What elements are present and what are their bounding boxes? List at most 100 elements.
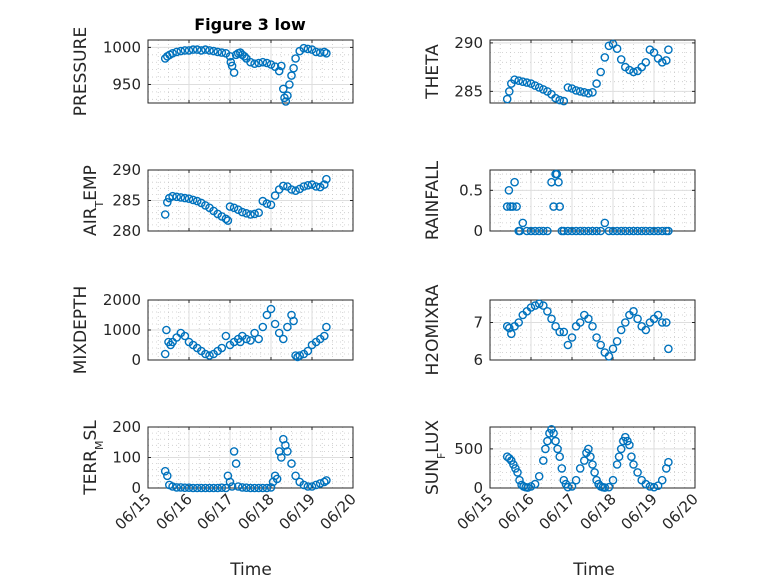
h2omixra-data-point [543, 306, 552, 316]
terr-msl-data-point [201, 483, 210, 493]
terr-msl-data-point [162, 471, 172, 481]
theta-data-point [604, 41, 614, 51]
terr-msl-data-point [242, 483, 251, 493]
sun-flux-data-point [664, 457, 673, 467]
rainfall-data-point [502, 202, 512, 211]
pressure-data-point [254, 58, 264, 68]
air-temp-data-point [188, 195, 198, 205]
y-tick-label: 0 [131, 351, 141, 369]
h2omixra-data-point [547, 314, 556, 324]
figure-title: Figure 3 low [194, 15, 306, 34]
x-axis-label-right: Time [572, 560, 615, 580]
terr-msl-data-point [272, 474, 282, 484]
rainfall-data-point [555, 202, 565, 211]
theta-data-point [625, 65, 634, 75]
terr-msl-data-point [227, 482, 237, 491]
pressure-data-point [274, 66, 284, 76]
rainfall-subplot: 0 0.5 RAINFALL [423, 160, 696, 240]
rainfall-data-point [563, 226, 573, 236]
rainfall-y-label: RAINFALL [423, 160, 443, 240]
air-temp-data-point [278, 181, 288, 191]
h2omixra-data-point [506, 329, 516, 339]
rainfall-data-point [504, 185, 514, 195]
pressure-data-point [188, 45, 198, 54]
pressure-data-point [258, 57, 268, 67]
y-tick-label: 500 [454, 440, 483, 458]
mixdepth-data-point [295, 351, 305, 360]
theta-data-point [522, 78, 532, 87]
h2omixra-data-point [604, 351, 614, 361]
pressure-data-point [246, 57, 255, 67]
pressure-data-point [315, 48, 325, 57]
sun-flux-data-point [563, 482, 573, 492]
theta-data-point [588, 88, 597, 97]
pressure-data-point [229, 68, 239, 77]
terr-msl-data-point [322, 476, 331, 485]
y-tick-label: 285 [112, 192, 141, 210]
theta-data-point [657, 58, 667, 67]
theta-data-point [514, 76, 524, 85]
mixdepth-data-point [266, 304, 276, 314]
air-temp-data-point [262, 199, 272, 208]
terr-msl-data-point [283, 447, 292, 456]
sun-flux-data-point [534, 471, 544, 481]
pressure-data-point [283, 91, 292, 100]
x-axis-label-left: Time [229, 560, 272, 580]
pressure-data-point [276, 61, 286, 71]
sun-flux-data-point [612, 460, 622, 469]
y-tick-label: 6 [473, 351, 483, 369]
air-temp-data-point [287, 185, 296, 194]
terr-msl-data-point [319, 477, 329, 487]
terr-msl-data-point [172, 483, 181, 492]
sun-flux-data-point [588, 460, 597, 469]
terr-msl-data-point [231, 459, 241, 468]
pressure-data-point [192, 45, 202, 54]
mixdepth-data-point [250, 328, 259, 338]
air-temp-data-point [246, 210, 255, 219]
h2omixra-data-point [551, 321, 560, 331]
terr-msl-data-point [258, 483, 268, 493]
pressure-axes-box [147, 39, 354, 104]
terr-msl-data-point [217, 483, 227, 493]
theta-data-point [575, 87, 585, 96]
mixdepth-data-point [278, 334, 288, 344]
rainfall-data-point [512, 202, 521, 211]
terr-msl-data-point [221, 483, 231, 493]
y-tick-label: 280 [112, 222, 141, 240]
rainfall-data-point [616, 226, 626, 236]
mixdepth-data-point [319, 331, 329, 341]
theta-data-point [530, 81, 540, 90]
rainfall-data-point [641, 226, 651, 236]
pressure-data-point [319, 47, 329, 57]
rainfall-data-point [526, 226, 536, 236]
mixdepth-data-point [274, 328, 284, 338]
terr-msl-data-point [184, 483, 194, 493]
theta-data-point [580, 88, 589, 97]
pressure-data-point [217, 48, 227, 57]
pressure-data-point [289, 63, 298, 73]
x-tick-label: 06/17 [536, 490, 579, 533]
pressure-data-point [209, 46, 218, 56]
h2omixra-data-point [514, 318, 524, 327]
x-tick-label: 06/16 [495, 490, 538, 533]
air-temp-data-point [311, 182, 321, 191]
mixdepth-data-point [258, 322, 268, 332]
theta-data-point [649, 48, 659, 57]
air-temp-data-point [266, 200, 276, 210]
terr-msl-subplot: 010020006/1506/1606/1706/1806/1906/20TER… [81, 418, 360, 533]
y-tick-label: 0.5 [459, 181, 483, 199]
theta-data-point [629, 67, 638, 77]
theta-data-point [502, 94, 512, 104]
terr-msl-data-point [192, 483, 202, 493]
sun-flux-data-point [530, 479, 540, 489]
sun-flux-data-point [645, 482, 655, 491]
sun-flux-data-point [625, 440, 634, 450]
sun-flux-data-point [608, 475, 618, 485]
sun-flux-data-point [614, 452, 624, 462]
terr-msl-data-point [225, 477, 235, 487]
rainfall-data-point [588, 226, 597, 236]
pressure-data-point [226, 57, 236, 67]
rainfall-data-point [552, 169, 562, 179]
terr-msl-data-point [250, 483, 259, 493]
air-temp-data-point [322, 174, 331, 184]
